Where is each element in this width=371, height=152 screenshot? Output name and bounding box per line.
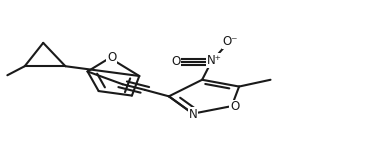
Text: N: N bbox=[188, 108, 197, 121]
Text: O⁻: O⁻ bbox=[222, 35, 237, 48]
Text: O: O bbox=[230, 100, 239, 113]
Text: O: O bbox=[107, 51, 116, 64]
Text: O: O bbox=[172, 55, 181, 68]
Text: N⁺: N⁺ bbox=[207, 54, 222, 67]
